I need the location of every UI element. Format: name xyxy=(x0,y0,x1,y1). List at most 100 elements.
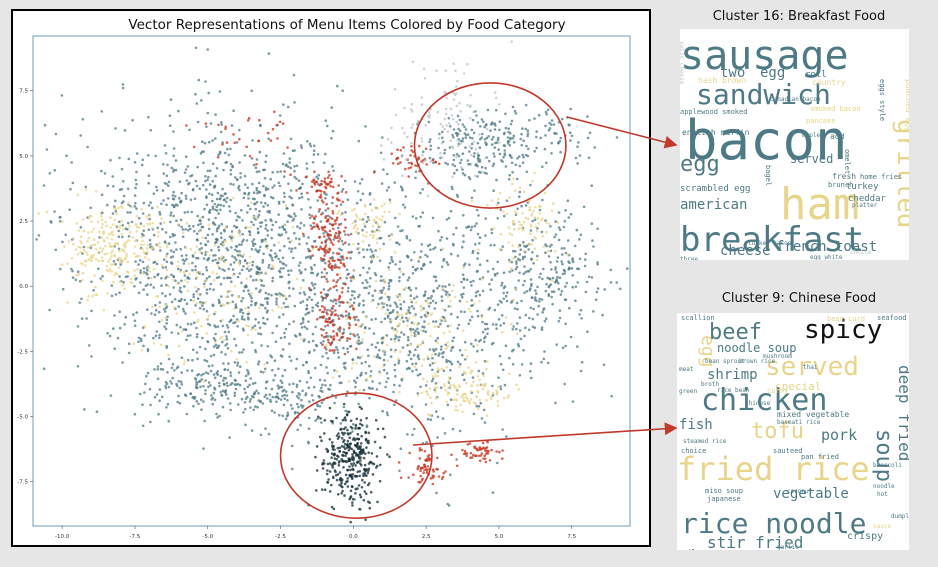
scatter-point xyxy=(394,332,397,336)
scatter-point xyxy=(315,175,318,179)
scatter-point xyxy=(211,205,215,209)
scatter-point xyxy=(393,181,397,184)
wordcloud-word: choice xyxy=(681,447,706,455)
scatter-point xyxy=(84,251,88,254)
scatter-point xyxy=(410,304,414,308)
scatter-point xyxy=(252,392,256,396)
scatter-point xyxy=(481,441,485,445)
wordcloud-word: dumpling xyxy=(891,513,909,520)
scatter-point xyxy=(306,191,309,195)
scatter-point xyxy=(448,146,452,149)
scatter-point xyxy=(233,391,237,395)
scatter-point xyxy=(194,46,198,50)
scatter-point xyxy=(112,260,116,263)
scatter-point xyxy=(464,358,467,361)
scatter-point xyxy=(250,429,254,432)
scatter-point xyxy=(333,313,337,317)
scatter-point xyxy=(354,423,358,427)
scatter-point xyxy=(146,222,149,226)
scatter-point xyxy=(165,283,168,287)
scatter-point xyxy=(509,122,513,126)
scatter-point xyxy=(207,381,211,384)
scatter-point xyxy=(442,308,445,311)
scatter-point xyxy=(90,355,93,358)
x-tick-label: -10.0 xyxy=(55,534,70,540)
scatter-point xyxy=(366,348,370,352)
scatter-point xyxy=(204,122,208,125)
scatter-point xyxy=(307,198,310,201)
scatter-point xyxy=(372,234,375,237)
scatter-point xyxy=(564,209,567,212)
ticks-layer: -10.0 -7.5 -5.0 -2.5 0.0 2.5 5.0 7.57.55.02.50.… xyxy=(17,89,576,540)
scatter-point xyxy=(316,417,319,421)
wordcloud-word: fried rice xyxy=(677,450,870,488)
scatter-point xyxy=(328,262,332,265)
scatter-point xyxy=(227,153,231,157)
scatter-point xyxy=(483,171,487,175)
scatter-point xyxy=(299,404,303,407)
scatter-point xyxy=(361,310,365,314)
scatter-point xyxy=(497,148,501,151)
scatter-point xyxy=(571,258,574,262)
scatter-point xyxy=(541,235,545,238)
scatter-point xyxy=(79,226,83,229)
scatter-point xyxy=(413,297,416,300)
scatter-point xyxy=(416,121,419,125)
scatter-point xyxy=(547,255,551,258)
wordcloud-word: broccoli xyxy=(873,462,902,469)
wordcloud-word: served xyxy=(765,352,859,382)
scatter-point xyxy=(185,257,188,261)
scatter-point xyxy=(374,317,378,321)
scatter-point xyxy=(202,372,205,376)
scatter-point xyxy=(127,235,131,238)
scatter-point xyxy=(399,270,403,274)
scatter-point xyxy=(94,293,97,297)
scatter-point xyxy=(546,249,550,253)
scatter-point xyxy=(323,275,326,279)
scatter-point xyxy=(532,262,535,265)
scatter-point xyxy=(460,166,463,169)
scatter-point xyxy=(269,354,272,357)
scatter-point xyxy=(261,316,265,320)
scatter-point xyxy=(366,281,369,284)
scatter-point xyxy=(484,328,487,331)
scatter-point xyxy=(346,444,349,447)
scatter-point xyxy=(434,372,437,375)
scatter-point xyxy=(89,246,93,249)
scatter-point xyxy=(586,136,590,140)
scatter-point xyxy=(202,257,206,260)
scatter-point xyxy=(107,233,111,236)
scatter-point xyxy=(336,84,339,88)
scatter-point xyxy=(138,259,142,262)
wordcloud-word: sauce xyxy=(873,523,891,530)
scatter-point xyxy=(411,362,414,366)
scatter-point xyxy=(349,332,352,336)
scatter-point xyxy=(156,365,160,368)
scatter-point xyxy=(243,387,246,391)
scatter-point xyxy=(303,293,307,296)
scatter-point xyxy=(482,446,485,450)
scatter-point xyxy=(215,227,219,231)
scatter-point xyxy=(210,248,213,252)
scatter-point xyxy=(426,314,429,318)
scatter-point xyxy=(114,199,117,203)
scatter-point xyxy=(166,315,169,319)
scatter-point xyxy=(337,356,341,359)
scatter-point xyxy=(444,470,447,473)
scatter-point xyxy=(197,287,200,291)
scatter-point xyxy=(533,149,536,153)
scatter-point xyxy=(170,166,174,170)
scatter-point xyxy=(264,186,268,190)
scatter-point xyxy=(334,309,337,312)
scatter-point xyxy=(247,197,250,200)
scatter-point xyxy=(288,342,291,346)
scatter-point xyxy=(249,201,253,204)
scatter-point xyxy=(220,222,224,226)
scatter-point xyxy=(559,150,562,154)
scatter-point xyxy=(550,141,553,145)
scatter-point xyxy=(258,170,261,173)
scatter-point xyxy=(258,306,261,310)
scatter-point xyxy=(320,327,323,331)
scatter-point xyxy=(351,307,355,310)
scatter-point xyxy=(96,241,100,244)
